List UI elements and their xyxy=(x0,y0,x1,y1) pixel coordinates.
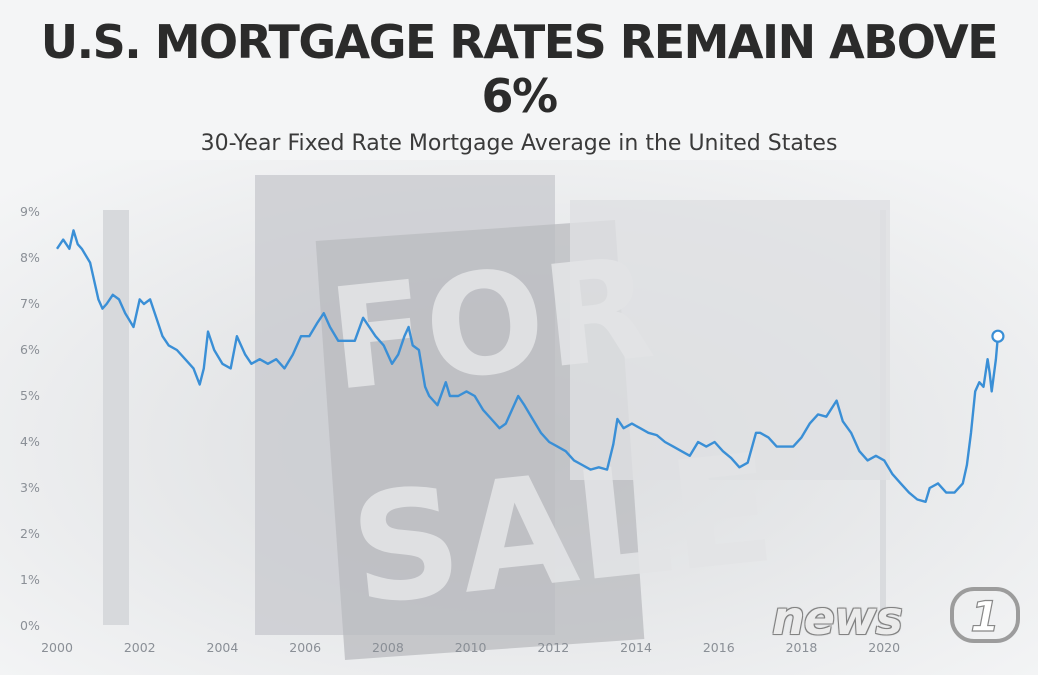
x-tick-label: 2018 xyxy=(786,640,818,655)
y-axis: 0% 1% 2% 3% 4% 5% 6% 7% 8% 9% xyxy=(20,204,40,633)
x-tick-label: 2002 xyxy=(124,640,156,655)
chart-title-line2: 6% xyxy=(481,69,558,123)
svg-text:FOR: FOR xyxy=(322,227,660,423)
x-tick-label: 2010 xyxy=(455,640,487,655)
x-axis: 2000 2002 2004 2006 2008 2010 2012 2014 2016 2018… xyxy=(41,640,900,655)
y-tick-label: 4% xyxy=(20,434,40,449)
y-tick-label: 8% xyxy=(20,250,40,265)
x-tick-label: 2006 xyxy=(289,640,321,655)
chart-title-line1: U.S. MORTGAGE RATES REMAIN ABOVE xyxy=(40,15,999,69)
y-tick-label: 6% xyxy=(20,342,40,357)
latest-value-marker xyxy=(991,329,1005,343)
y-tick-label: 7% xyxy=(20,296,40,311)
x-tick-label: 2020 xyxy=(868,640,900,655)
watermark-logo-badge: 1 xyxy=(950,587,1020,643)
mortgage-rate-line xyxy=(56,229,1000,503)
x-tick-label: 2014 xyxy=(620,640,652,655)
chart-subtitle: 30-Year Fixed Rate Mortgage Average in t… xyxy=(200,131,838,156)
x-tick-label: 2016 xyxy=(703,640,735,655)
x-tick-label: 2004 xyxy=(207,640,239,655)
x-tick-label: 2012 xyxy=(537,640,569,655)
y-tick-label: 3% xyxy=(20,480,40,495)
for-sale-sign-text: FOR SALE xyxy=(322,227,781,639)
watermark-digit: 1 xyxy=(970,592,999,641)
y-tick-label: 0% xyxy=(20,618,40,633)
y-tick-label: 9% xyxy=(20,204,40,219)
x-tick-label: 2000 xyxy=(41,640,73,655)
x-tick-label: 2008 xyxy=(372,640,404,655)
y-tick-label: 2% xyxy=(20,526,40,541)
watermark-logo-text: news xyxy=(772,591,903,645)
y-tick-label: 1% xyxy=(20,572,40,587)
y-tick-label: 5% xyxy=(20,388,40,403)
